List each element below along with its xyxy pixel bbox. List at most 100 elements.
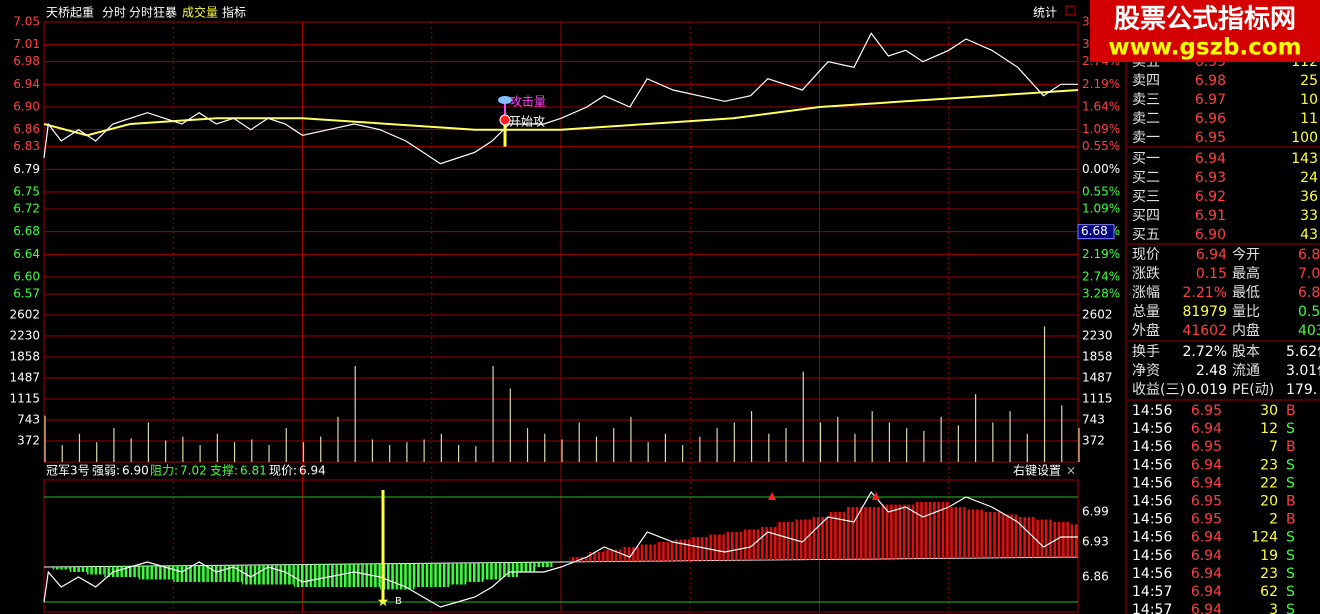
quote-value: 0.5 (1298, 304, 1320, 320)
y-tick-label: 6.90 (13, 100, 40, 114)
tick-time: 14:56 (1132, 494, 1172, 510)
cursor-label: 6.68 (1081, 224, 1108, 238)
watermark: 股票公式指标网 www.gszb.com (1090, 0, 1320, 62)
y-tick-label-right: 6.86 (1082, 570, 1109, 584)
quote-value: 0.019 (1187, 382, 1227, 398)
tick-side: S (1286, 530, 1295, 546)
histogram-bar (276, 564, 294, 585)
tick-price: 6.94 (1191, 475, 1222, 491)
pct-label: 1.09% (1082, 202, 1120, 216)
watermark-title: 股票公式指标网 (1114, 5, 1296, 35)
y-tick-label: 6.83 (13, 139, 40, 153)
tick-price: 6.94 (1191, 548, 1222, 564)
tick-time: 14:56 (1132, 403, 1172, 419)
quote-value: 6.8 (1298, 285, 1320, 301)
tick-volume: 20 (1260, 494, 1278, 510)
quote-label: 量比 (1232, 304, 1260, 320)
pct-label: 3.28% (1082, 287, 1120, 301)
tab[interactable]: 分时狂暴 (129, 6, 177, 20)
tick-volume: 62 (1260, 584, 1278, 600)
y-tick-label-right: 1115 (1082, 392, 1113, 406)
quote-label: 外盘 (1132, 322, 1160, 339)
tick-time: 14:56 (1132, 421, 1172, 437)
tick-time: 14:57 (1132, 602, 1172, 614)
tick-volume: 23 (1260, 566, 1278, 582)
cursor-box (1077, 224, 1115, 240)
tab[interactable]: 分时 (102, 6, 126, 20)
histogram-bar (931, 502, 949, 559)
quote-label: 涨跌 (1132, 266, 1160, 282)
book-price: 6.97 (1195, 92, 1226, 108)
histogram-bar (156, 565, 174, 580)
tick-side: S (1286, 566, 1295, 582)
book-price: 6.95 (1195, 130, 1226, 146)
indicator-resistance-label: 阻力: (150, 464, 178, 478)
y-tick-label: 7.01 (13, 37, 40, 51)
avg-line (43, 89, 1079, 137)
peak-marker (768, 492, 776, 500)
book-label: 买二 (1132, 170, 1160, 186)
histogram-bar (87, 566, 105, 575)
tick-volume: 22 (1260, 475, 1278, 491)
tick-volume: 7 (1269, 439, 1278, 455)
book-volume: 11 (1300, 111, 1318, 127)
histogram-bar (604, 549, 622, 562)
quote-label: 最高 (1232, 265, 1260, 282)
tick-side: S (1286, 602, 1295, 614)
book-volume: 100 (1291, 130, 1318, 146)
y-tick-label: 6.57 (13, 287, 40, 301)
y-tick-label: 1858 (9, 350, 40, 364)
histogram-bar (1000, 514, 1018, 558)
histogram-bar (948, 507, 966, 559)
quote-value: 6.8 (1298, 247, 1320, 263)
tick-price: 6.94 (1191, 566, 1222, 582)
indicator-strength: 6.90 (122, 464, 149, 478)
indicator-strength-label: 强弱: (92, 464, 120, 478)
tab[interactable]: 指标 (222, 5, 246, 20)
histogram-bar (586, 552, 605, 562)
y-tick-label-right: 2230 (1082, 329, 1113, 343)
tab[interactable]: 成交量 (182, 5, 218, 20)
peak-marker (872, 492, 880, 500)
book-volume: 36 (1300, 189, 1318, 205)
quote-value: 4037 (1298, 323, 1320, 339)
indicator-line (43, 490, 1078, 608)
book-label: 买四 (1132, 208, 1160, 224)
tick-price: 6.94 (1191, 530, 1222, 546)
histogram-bar (983, 512, 1001, 558)
price-line (43, 32, 1078, 165)
y-tick-label: 6.79 (13, 162, 40, 176)
histogram-bar (448, 563, 467, 585)
histogram-bar (569, 557, 587, 562)
book-price: 6.90 (1195, 227, 1226, 243)
quote-value: 5.62亿 (1286, 344, 1320, 360)
histogram-bar (1069, 524, 1078, 557)
tick-price: 6.94 (1191, 421, 1222, 437)
toolbar: 天桥起重 分时 分时狂暴 成交量 指标 统计 (46, 5, 1076, 20)
tick-side: S (1286, 421, 1295, 437)
quote-value: 179. (1286, 382, 1317, 398)
quote-label: 现价 (1132, 247, 1160, 263)
tick-time: 14:57 (1132, 584, 1172, 600)
tick-volume: 124 (1251, 530, 1278, 546)
book-label: 卖一 (1132, 130, 1160, 146)
histogram-bar (810, 517, 829, 560)
tick-price: 6.94 (1191, 584, 1222, 600)
histogram-bar (741, 529, 760, 561)
histogram-bar (242, 565, 260, 585)
quote-value: 2.72% (1183, 344, 1227, 360)
histogram-bar (845, 507, 863, 560)
indicator-current-label: 现价: (269, 464, 297, 478)
histogram-bar (690, 537, 708, 561)
window-button[interactable] (1065, 5, 1076, 16)
attack-volume-label: 攻击量 (510, 95, 546, 109)
pct-label: 0.55% (1082, 185, 1120, 199)
quote-label: 总量 (1132, 304, 1160, 320)
indicator-close: × (1066, 464, 1076, 478)
stats-button[interactable]: 统计 (1033, 6, 1057, 20)
tick-side: S (1286, 475, 1295, 491)
histogram-bar (879, 504, 898, 559)
tick-volume: 30 (1260, 403, 1278, 419)
quote-label: 收益(三) (1132, 382, 1185, 398)
quote-label: PE(动) (1232, 382, 1274, 398)
